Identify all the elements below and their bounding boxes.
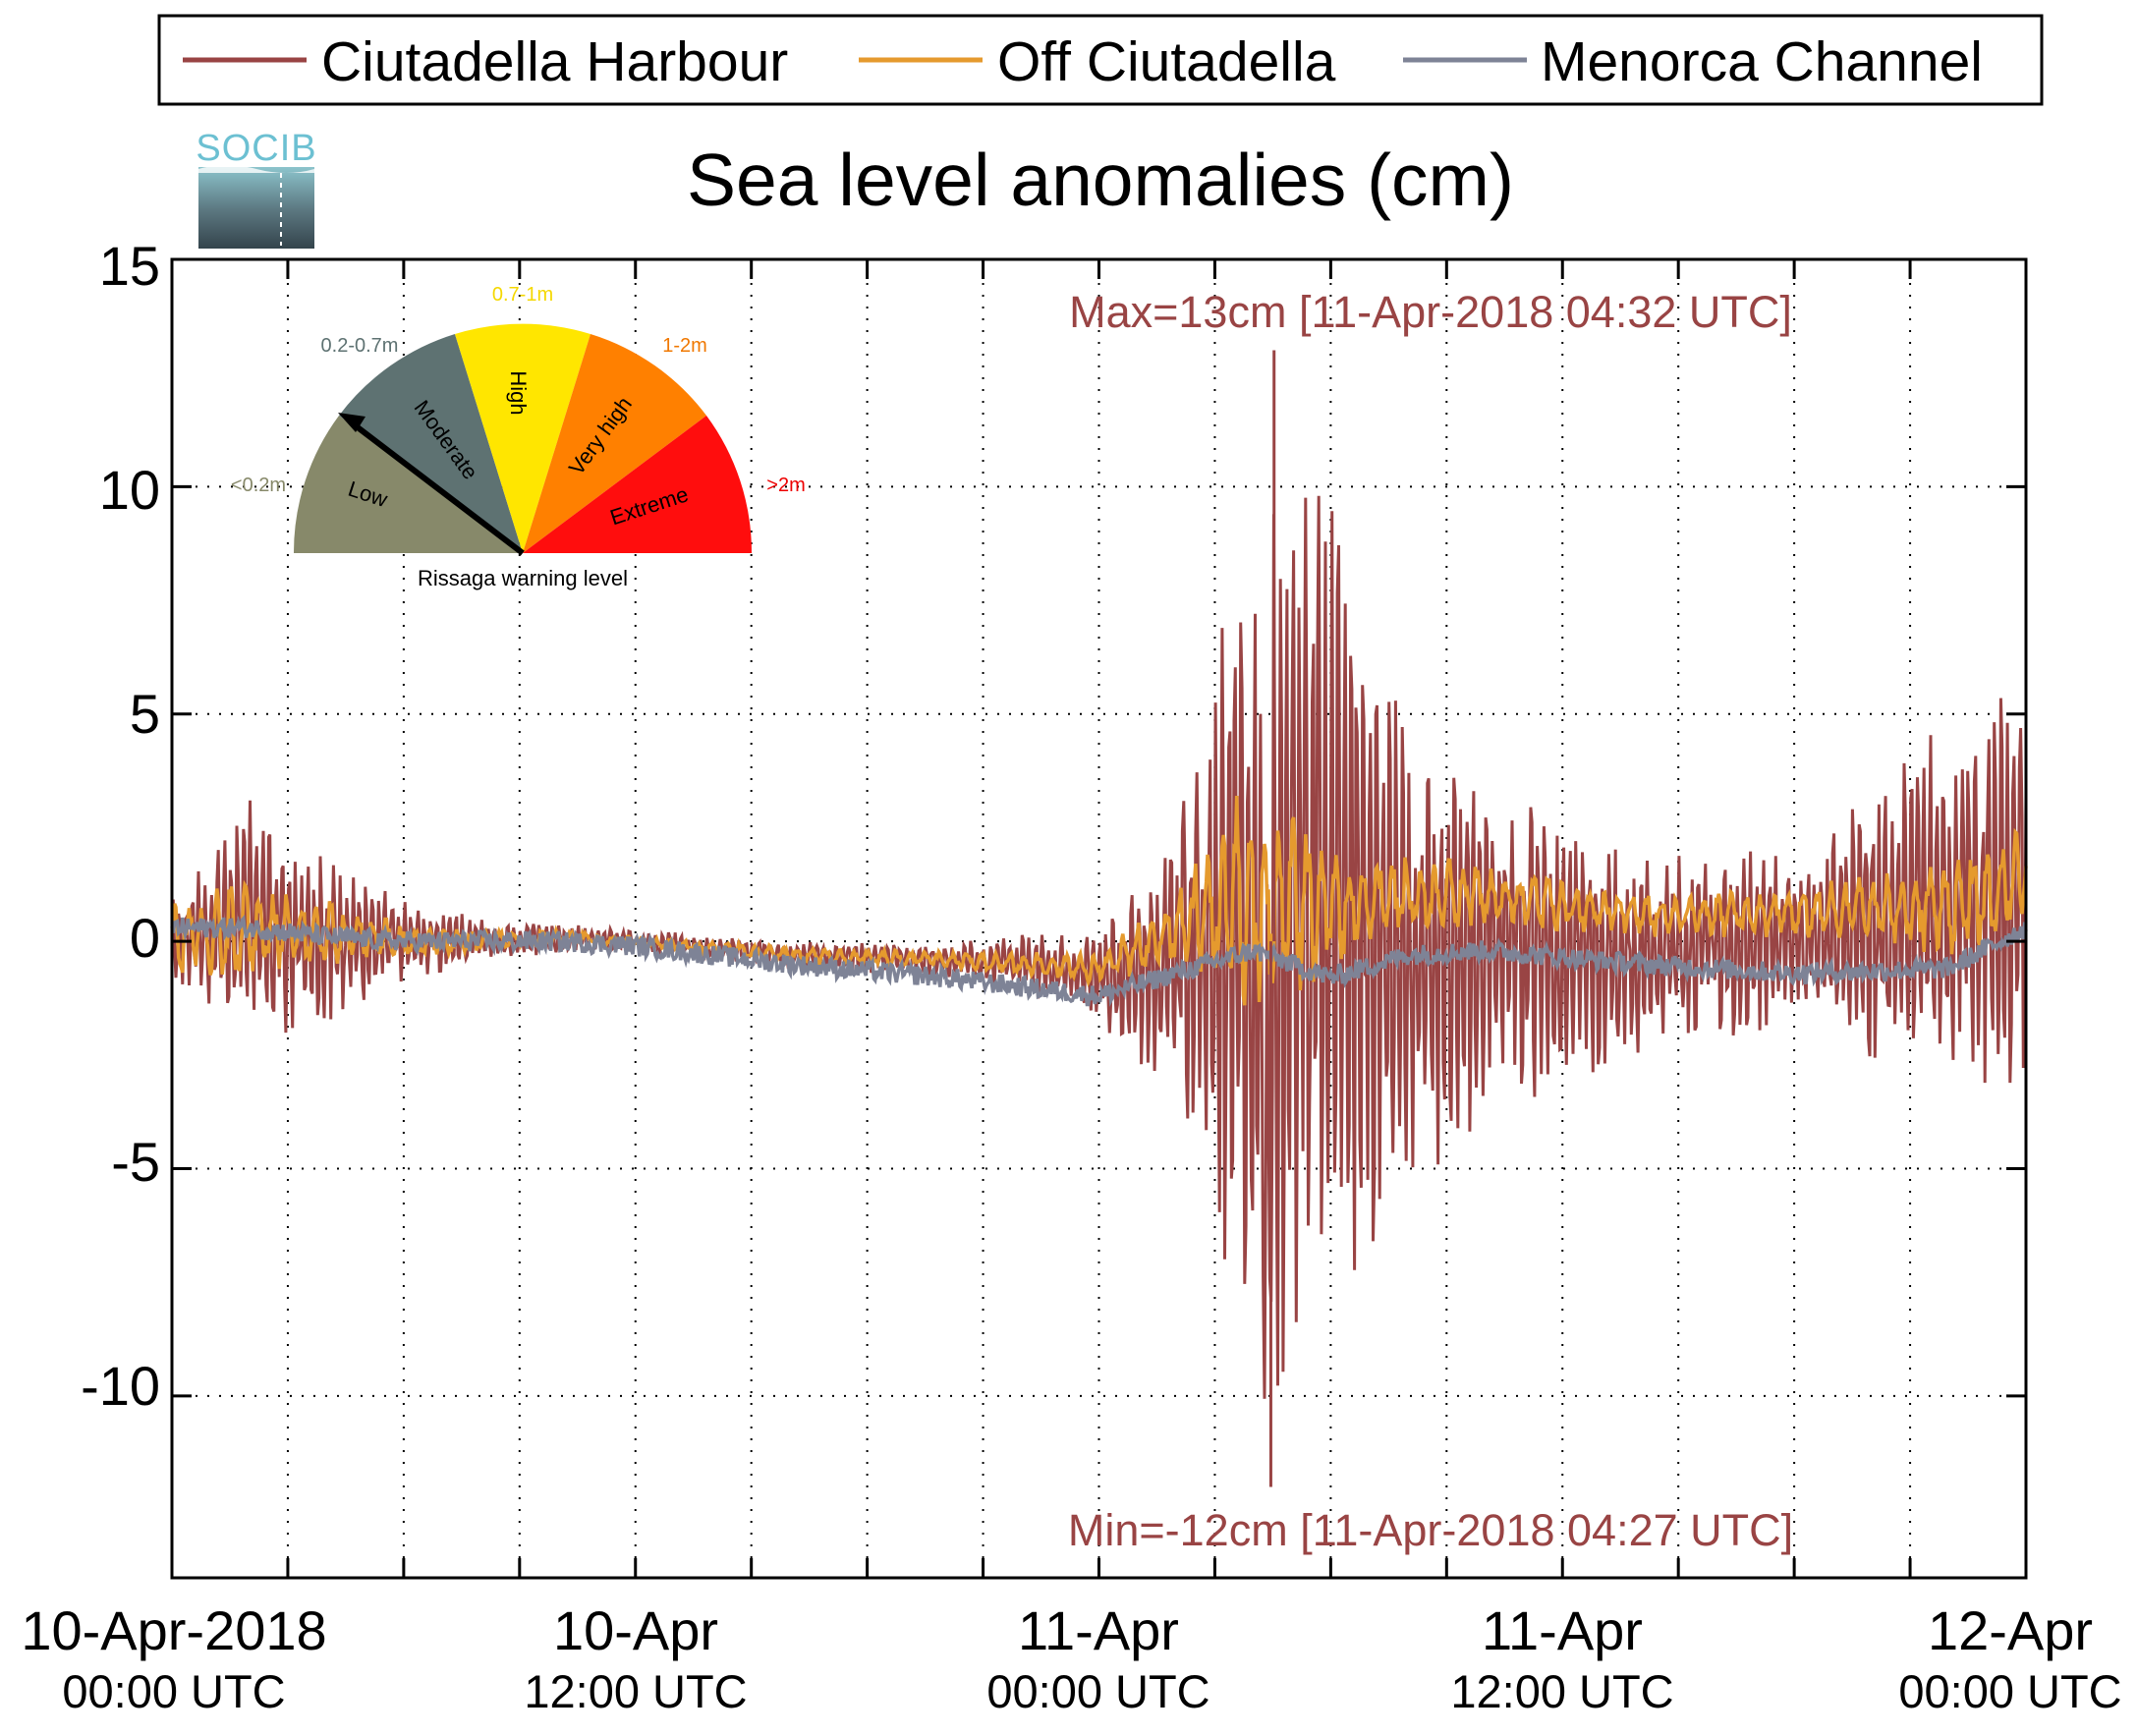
x-tick-sublabel: 12:00 UTC — [524, 1665, 747, 1717]
y-tick-labels: 15 10 5 0 -5 -10 — [81, 235, 160, 1417]
gauge-range-high: 0.7-1m — [492, 284, 553, 306]
legend-label-ciutadella-harbour: Ciutadella Harbour — [321, 30, 788, 93]
y-tick-label: 5 — [130, 683, 160, 745]
x-tick-sublabel: 00:00 UTC — [62, 1665, 285, 1717]
rissaga-gauge: Low Moderate High Very high Extreme <0.2… — [231, 284, 806, 590]
x-tick-labels: 10-Apr-2018 00:00 UTC 10-Apr 12:00 UTC 1… — [21, 1599, 2121, 1717]
legend-label-menorca-channel: Menorca Channel — [1541, 30, 1983, 93]
socib-logo: SOCIB — [196, 128, 316, 249]
plot-area — [170, 257, 2028, 1580]
min-annotation: Min=-12cm [11-Apr-2018 04:27 UTC] — [1068, 1505, 1793, 1555]
chart-title: Sea level anomalies (cm) — [687, 139, 1514, 221]
series-line-off-ciutadella — [170, 795, 2028, 1006]
y-tick-label: 15 — [99, 235, 160, 297]
gauge-segment-moderate — [339, 334, 523, 553]
x-tick-sublabel: 12:00 UTC — [1450, 1665, 1673, 1717]
gauge-range-very-high: 1-2m — [662, 335, 707, 357]
x-tick-label: 11-Apr — [1018, 1599, 1179, 1661]
gauge-needle — [352, 421, 525, 556]
y-tick-label: 0 — [130, 907, 160, 969]
gauge-range-extreme: >2m — [766, 475, 805, 496]
legend-box — [157, 14, 2044, 106]
series-line-menorca-channel — [170, 914, 2028, 1007]
x-tick-label: 12-Apr — [1928, 1599, 2093, 1661]
ticks — [170, 257, 2028, 1578]
gauge-needle-head — [338, 413, 366, 432]
gauge-range-moderate: 0.2-0.7m — [321, 335, 399, 357]
x-tick-sublabel: 00:00 UTC — [986, 1665, 1209, 1717]
x-tick-sublabel: 00:00 UTC — [1898, 1665, 2121, 1717]
y-tick-label: -10 — [81, 1355, 160, 1417]
x-tick-label: 10-Apr-2018 — [21, 1599, 326, 1661]
gauge-segment-high — [455, 323, 590, 553]
gauge-segment-very-high — [523, 334, 706, 553]
gauge-segment-low — [293, 416, 523, 553]
y-tick-label: -5 — [111, 1131, 160, 1193]
legend-label-off-ciutadella: Off Ciutadella — [997, 30, 1336, 93]
gauge-title: Rissaga warning level — [418, 566, 628, 590]
gauge-range-low: <0.2m — [231, 475, 286, 496]
gauge-segment-label-high: High — [506, 370, 531, 415]
legend: Ciutadella Harbour Off Ciutadella Menorc… — [157, 14, 2044, 106]
socib-logo-text: SOCIB — [196, 128, 316, 169]
y-tick-label: 10 — [99, 459, 160, 521]
x-tick-label: 10-Apr — [553, 1599, 718, 1661]
gauge-segment-extreme — [523, 416, 753, 553]
series-layer — [170, 350, 2028, 1487]
max-annotation: Max=13cm [11-Apr-2018 04:32 UTC] — [1069, 287, 1792, 337]
x-tick-label: 11-Apr — [1482, 1599, 1643, 1661]
